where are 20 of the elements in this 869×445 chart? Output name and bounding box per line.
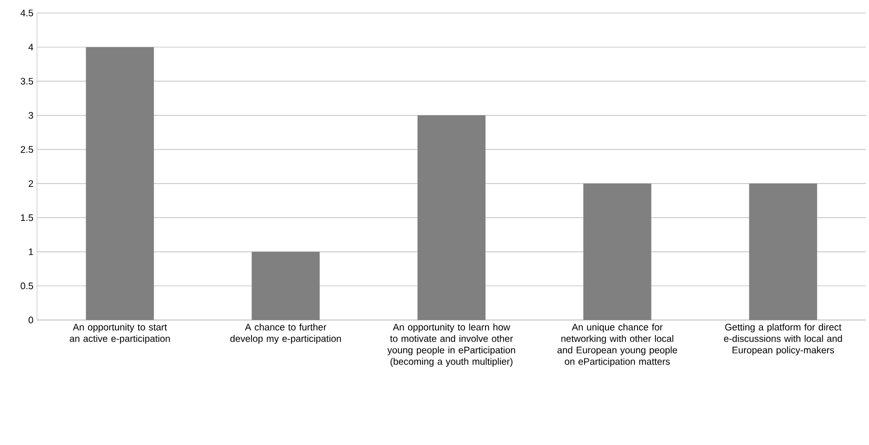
- bar: [418, 115, 486, 320]
- bar: [749, 184, 818, 320]
- y-tick-label: 0: [28, 316, 34, 324]
- y-tick-label: 3.5: [20, 78, 34, 85]
- bar: [252, 252, 320, 320]
- y-tick-label: 4: [28, 44, 34, 50]
- y-tick-label: 2: [28, 180, 34, 187]
- y-tick-label: 2.5: [20, 146, 34, 153]
- y-tick-label: 1.5: [21, 214, 34, 221]
- y-tick-label: 0.5: [20, 282, 34, 290]
- y-tick-label: 3: [28, 112, 34, 119]
- y-tick-label: 4.5: [20, 10, 34, 16]
- x-tick-label: An opportunity to learn how to motivate and involve other young people in eParticipation (becoming a youth multiplier): [387, 324, 516, 367]
- x-tick-label: An opportunity to start an active e-participation: [70, 324, 170, 344]
- bar: [583, 184, 652, 320]
- y-tick-label: 1: [28, 248, 34, 256]
- x-tick-label: An unique chance for networking with other local and European young people on eParticipation matters: [557, 324, 678, 367]
- bar: [86, 47, 154, 320]
- x-tick-label: A chance to further develop my e-participation: [230, 324, 341, 344]
- x-tick-label: Getting a platform for direct e-discussions with local and European policy-makers: [724, 324, 842, 356]
